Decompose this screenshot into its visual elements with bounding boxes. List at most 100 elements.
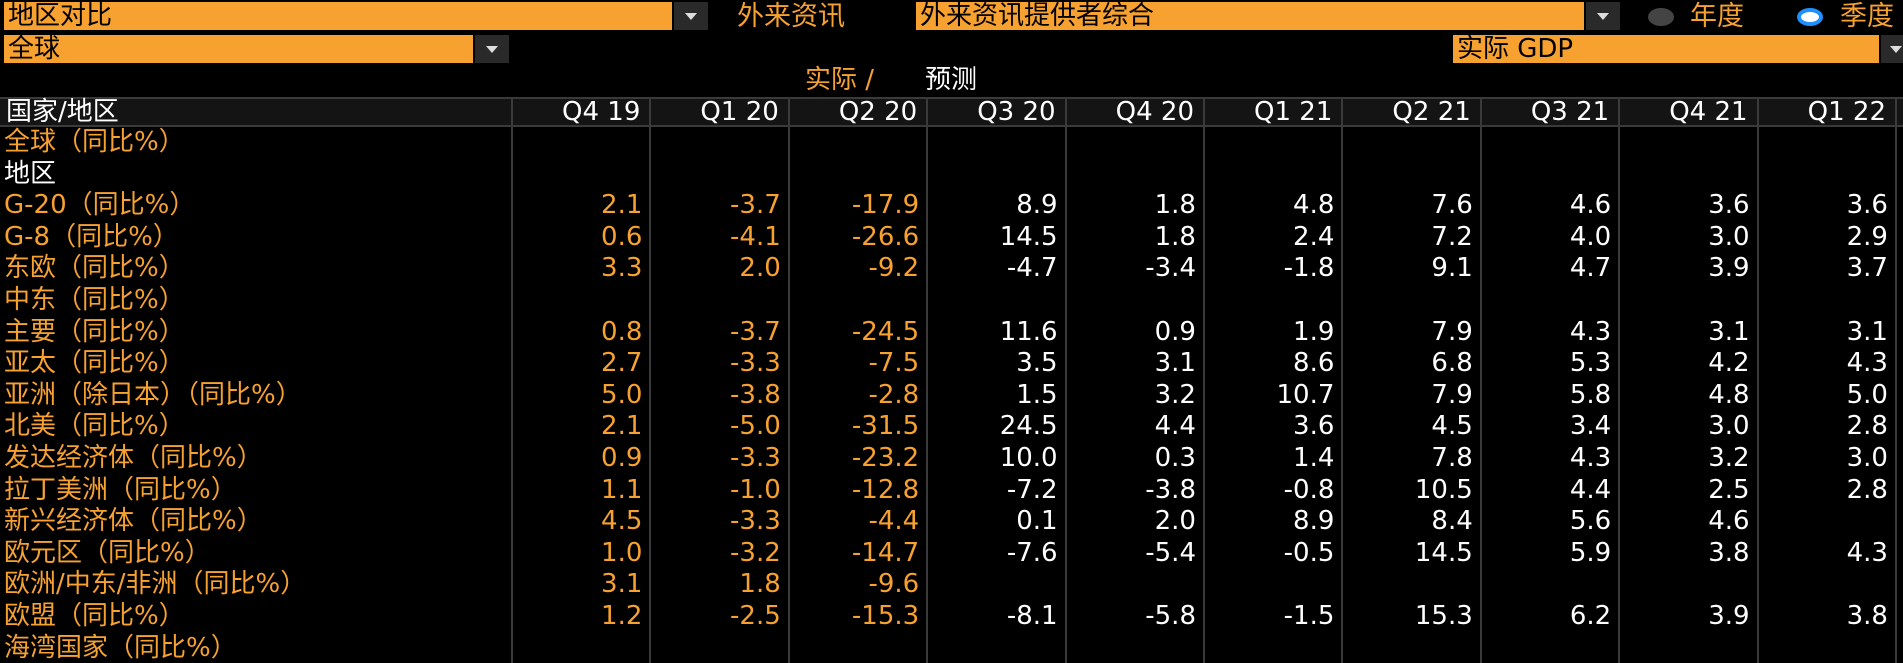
table-cell: -4.4 bbox=[868, 506, 920, 537]
column-separator bbox=[787, 97, 790, 663]
table-cell: 3.0 bbox=[1846, 443, 1888, 473]
dropdown-arrow[interactable] bbox=[1586, 2, 1620, 30]
source-dropdown[interactable]: 外来资讯提供者综合 bbox=[916, 2, 1584, 30]
table-cell: 2.0 bbox=[739, 253, 781, 284]
table-cell: 3.0 bbox=[1708, 411, 1750, 442]
table-cell: 2.9 bbox=[1846, 221, 1888, 252]
table-cell: 3.9 bbox=[1708, 253, 1750, 284]
table-cell: 3.1 bbox=[1708, 316, 1750, 347]
table-cell: 5.3 bbox=[1569, 348, 1612, 379]
table-cell: -7.2 bbox=[1006, 474, 1058, 505]
row-label: 欧洲/中东/非洲（同比%） bbox=[4, 569, 307, 600]
column-separator bbox=[1479, 97, 1482, 663]
column-separator bbox=[1341, 97, 1344, 663]
dropdown-arrow[interactable] bbox=[1881, 35, 1903, 63]
quarterly-radio[interactable] bbox=[1797, 8, 1823, 26]
table-cell: -2.8 bbox=[868, 379, 920, 410]
table-cell: -3.3 bbox=[730, 348, 781, 379]
table-cell: 3.8 bbox=[1846, 601, 1888, 631]
row-label: 新兴经济体（同比%） bbox=[4, 506, 263, 537]
region-dropdown[interactable]: 全球 bbox=[4, 35, 473, 63]
dropdown-arrow[interactable] bbox=[475, 35, 509, 63]
row-label: 亚洲（除日本）（同比%） bbox=[4, 379, 302, 410]
table-cell: 7.8 bbox=[1431, 443, 1473, 473]
table-cell: -0.5 bbox=[1283, 537, 1335, 568]
header-label: 国家/地区 bbox=[6, 97, 119, 127]
table-cell: 3.1 bbox=[601, 569, 643, 600]
table-cell: -3.8 bbox=[1145, 474, 1196, 505]
table-cell: 24.5 bbox=[999, 411, 1058, 442]
table-cell: -14.7 bbox=[851, 537, 920, 568]
table-cell: -24.5 bbox=[851, 316, 920, 347]
row-label: 海湾国家（同比%） bbox=[4, 632, 237, 663]
table-cell: 7.9 bbox=[1431, 379, 1473, 410]
table-cell: 3.6 bbox=[1293, 411, 1335, 442]
row-label: 地区 bbox=[4, 158, 57, 189]
table-cell: 3.0 bbox=[1708, 221, 1750, 252]
annual-radio[interactable] bbox=[1648, 8, 1674, 26]
table-cell: -4.1 bbox=[730, 221, 781, 252]
annual-label[interactable]: 年度 bbox=[1690, 1, 1744, 32]
table-cell: 2.8 bbox=[1846, 474, 1888, 505]
table-cell: 5.8 bbox=[1569, 379, 1612, 410]
column-separator bbox=[511, 97, 513, 663]
column-separator bbox=[1895, 97, 1897, 663]
column-header: Q3 20 bbox=[977, 97, 1056, 127]
table-cell: -3.2 bbox=[730, 537, 781, 568]
column-header: Q4 21 bbox=[1669, 97, 1748, 127]
table-cell: 4.8 bbox=[1293, 190, 1335, 221]
row-label: 东欧（同比%） bbox=[4, 253, 185, 284]
table-cell: 8.4 bbox=[1431, 506, 1473, 537]
table-cell: 2.1 bbox=[601, 411, 643, 442]
table-cell: 4.3 bbox=[1846, 537, 1888, 568]
table-cell: 14.5 bbox=[1414, 537, 1473, 568]
table-cell: 3.2 bbox=[1154, 379, 1196, 410]
table-cell: -9.6 bbox=[868, 569, 920, 600]
metric-dropdown[interactable]: 实际 GDP bbox=[1453, 35, 1879, 63]
column-header: Q4 20 bbox=[1115, 97, 1194, 127]
row-label: 全球（同比%） bbox=[4, 127, 185, 157]
table-cell: 4.4 bbox=[1569, 474, 1612, 505]
table-cell: 3.8 bbox=[1708, 537, 1750, 568]
table-cell: 4.6 bbox=[1569, 190, 1612, 221]
table-cell: -5.4 bbox=[1145, 537, 1196, 568]
table-cell: 5.0 bbox=[601, 379, 643, 410]
row-label: 北美（同比%） bbox=[4, 411, 185, 442]
table-cell: 3.1 bbox=[1154, 348, 1196, 379]
table-cell: 5.9 bbox=[1569, 537, 1612, 568]
forecast-legend: 预测 bbox=[925, 65, 978, 95]
table-cell: 9.1 bbox=[1431, 253, 1473, 284]
row-label: 发达经济体（同比%） bbox=[4, 443, 263, 473]
table-cell: 0.1 bbox=[1016, 506, 1058, 537]
dropdown-arrow[interactable] bbox=[674, 2, 708, 30]
table-cell: 4.0 bbox=[1569, 221, 1612, 252]
table-cell: -2.5 bbox=[730, 601, 781, 631]
row-label: 欧元区（同比%） bbox=[4, 537, 211, 568]
column-header: Q4 19 bbox=[562, 97, 641, 127]
table-cell: 3.4 bbox=[1569, 411, 1612, 442]
table-cell: 6.2 bbox=[1569, 601, 1612, 631]
quarterly-label[interactable]: 季度 bbox=[1840, 1, 1894, 32]
row-label: 拉丁美洲（同比%） bbox=[4, 474, 237, 505]
table-cell: -1.0 bbox=[730, 474, 781, 505]
table-cell: -4.7 bbox=[1006, 253, 1058, 284]
table-cell: -3.3 bbox=[730, 506, 781, 537]
table-cell: -3.8 bbox=[730, 379, 781, 410]
table-cell: -7.5 bbox=[868, 348, 920, 379]
table-cell: 2.1 bbox=[601, 190, 643, 221]
table-cell: 1.5 bbox=[1016, 379, 1058, 410]
table-cell: 1.8 bbox=[739, 569, 781, 600]
table-cell: -3.7 bbox=[730, 316, 781, 347]
table-cell: -17.9 bbox=[851, 190, 920, 221]
comparison-dropdown[interactable]: 地区对比 bbox=[4, 2, 672, 30]
table-cell: 0.9 bbox=[601, 443, 643, 473]
table-cell: 1.2 bbox=[601, 601, 643, 631]
table-cell: 3.5 bbox=[1016, 348, 1058, 379]
column-header: Q1 22 bbox=[1807, 97, 1886, 127]
table-cell: 7.6 bbox=[1431, 190, 1473, 221]
table-cell: 15.3 bbox=[1414, 601, 1473, 631]
table-cell: -12.8 bbox=[851, 474, 920, 505]
table-cell: -5.0 bbox=[730, 411, 781, 442]
table-cell: 6.8 bbox=[1431, 348, 1473, 379]
table-cell: 4.7 bbox=[1569, 253, 1612, 284]
